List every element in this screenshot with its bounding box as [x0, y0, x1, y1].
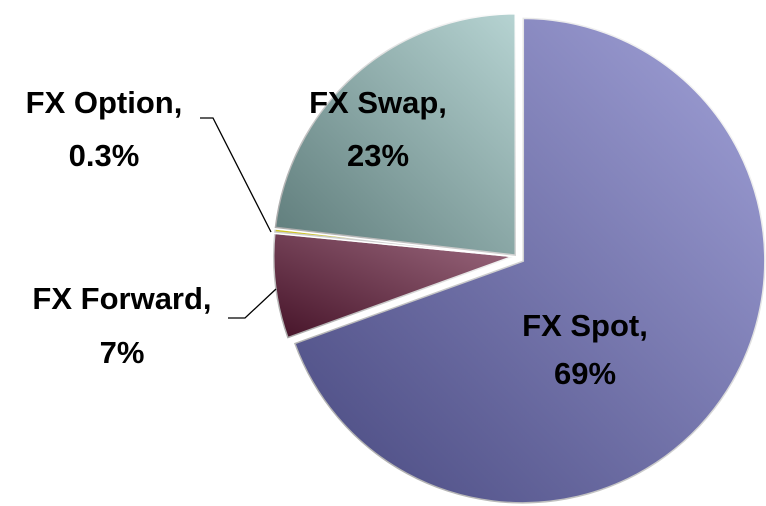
- slice-shade: [293, 17, 766, 504]
- category-label: FX Spot,: [522, 308, 648, 343]
- category-label: FX Option,: [26, 85, 183, 120]
- value-label: 0.3%: [69, 138, 140, 173]
- value-label: 69%: [554, 356, 616, 391]
- leader-line: [200, 117, 272, 233]
- value-label: 7%: [100, 335, 145, 370]
- leader-line: [228, 288, 277, 319]
- category-label: FX Forward,: [32, 281, 211, 316]
- value-label: 23%: [347, 138, 409, 173]
- category-label: FX Swap,: [309, 85, 447, 120]
- slice-shade: [273, 232, 516, 339]
- slice-shade: [274, 13, 516, 256]
- pie: [271, 11, 766, 506]
